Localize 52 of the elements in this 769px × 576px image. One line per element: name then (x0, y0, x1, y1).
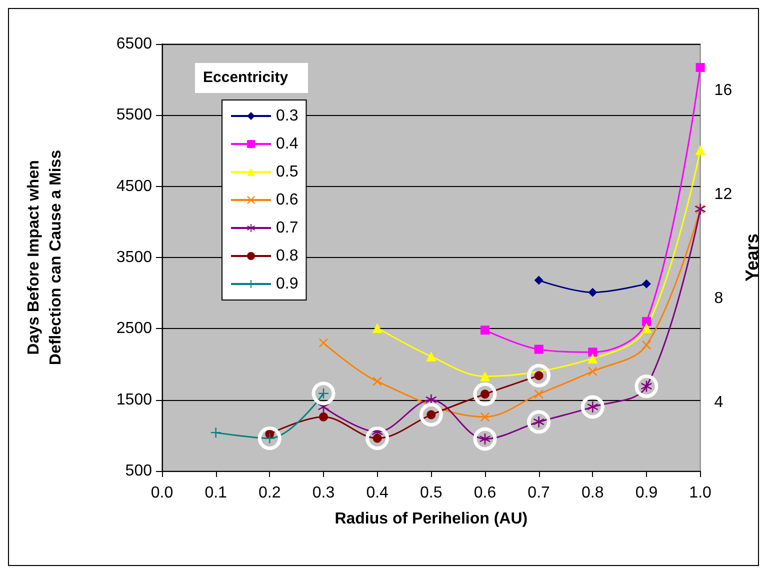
legend-label: 0.8 (276, 248, 298, 264)
x-tick-label: 0.7 (528, 484, 550, 502)
y-tick-label: 5500 (116, 106, 152, 124)
y2-tick-label: 8 (714, 290, 724, 308)
point (372, 376, 382, 386)
x-tick-label: 0.5 (420, 484, 442, 502)
legend-label: 0.4 (276, 136, 298, 152)
y-axis-title: Days Before Impact when Deflection can Cause a Miss (26, 150, 64, 366)
point (480, 371, 490, 382)
legend-title: Eccentricity (203, 69, 289, 86)
y2-tick-label: 4 (714, 394, 724, 412)
point (695, 145, 706, 156)
x-tick-label: 0.4 (366, 484, 389, 502)
x-tick-label: 0.9 (635, 484, 658, 502)
y-tick-label: 6500 (116, 36, 152, 52)
y2-tick-label: 12 (714, 186, 732, 204)
legend-label: 0.6 (276, 192, 298, 208)
x-tick-label: 0.0 (150, 484, 174, 502)
point (426, 351, 436, 362)
x-tick-label: 0.1 (204, 484, 228, 502)
legend-label: 0.7 (276, 220, 298, 236)
point (696, 62, 705, 72)
point (588, 348, 598, 357)
point (642, 317, 651, 326)
point (641, 322, 652, 333)
x-axis-title: Radius of Perihelion (AU) (334, 510, 528, 528)
point (588, 366, 598, 376)
legend-label: 0.3 (276, 108, 298, 124)
x-tick-label: 0.3 (312, 484, 335, 502)
y-tick-label: 1500 (116, 391, 152, 408)
point (642, 279, 651, 288)
x-tick-label: 0.6 (474, 484, 496, 502)
point (480, 412, 490, 422)
legend-label: 0.9 (276, 276, 298, 292)
point (534, 344, 544, 354)
legend-label: 0.5 (276, 164, 298, 180)
x-tick-label: 0.2 (258, 484, 281, 502)
y2-axis-title: Years (742, 233, 762, 282)
y-tick-label: 3500 (116, 249, 152, 266)
point (588, 288, 598, 297)
y-tick-label: 2500 (116, 320, 152, 338)
y-tick-label: 4500 (116, 178, 152, 195)
point (318, 338, 328, 348)
point (372, 322, 382, 333)
y-tick-label: 500 (125, 462, 152, 480)
point (588, 354, 598, 364)
x-tick-label: 0.8 (582, 484, 604, 502)
point (534, 276, 544, 285)
point (480, 326, 490, 335)
point (534, 390, 544, 399)
y2-tick-label: 16 (714, 82, 732, 100)
x-tick-label: 1.0 (689, 484, 712, 502)
